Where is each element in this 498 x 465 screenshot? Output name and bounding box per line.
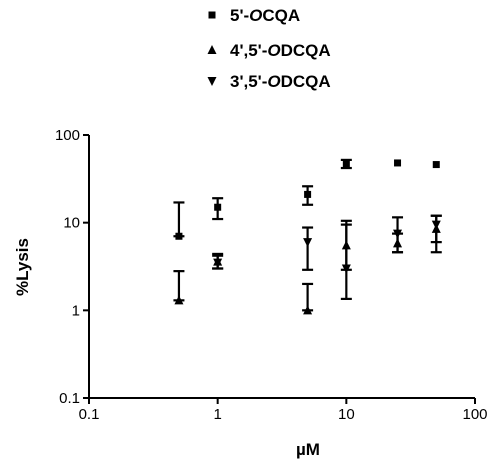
y-ticks: 0.1 1 10 100 — [55, 127, 89, 407]
y-tick-label: 1 — [72, 302, 80, 319]
legend-label-0: 5'-OCQA — [230, 6, 300, 25]
legend: 5'-OCQA 4',5'-ODCQA 3',5'-ODCQA — [207, 6, 331, 91]
data-point-triangle-down — [393, 229, 403, 239]
data-point-triangle-down — [341, 264, 351, 274]
legend-label-1: 4',5'-ODCQA — [230, 41, 331, 60]
y-axis-title: %Lysis — [13, 238, 32, 296]
legend-item-0: 5'-OCQA — [208, 6, 300, 25]
data-point-square — [175, 232, 183, 240]
data-point-triangle-up — [303, 305, 313, 315]
data-point-triangle-down — [213, 258, 223, 268]
series-triangle-down — [212, 214, 442, 301]
data-point-triangle-down — [303, 238, 313, 248]
legend-marker-triangle-up — [207, 45, 217, 54]
legend-symbol-square — [208, 11, 216, 19]
legend-item-1: 4',5'-ODCQA — [207, 41, 331, 60]
legend-marker-square — [208, 11, 216, 19]
x-tick-label: 1 — [213, 406, 221, 423]
legend-marker-triangle-down — [207, 77, 217, 86]
data-point-triangle-down — [431, 220, 441, 230]
y-tick-label: 100 — [55, 127, 80, 144]
legend-symbol-triangle-up — [207, 45, 217, 54]
data-point-square — [342, 160, 350, 168]
x-ticks: 0.1 1 10 100 — [79, 398, 488, 423]
x-tick-label: 0.1 — [79, 406, 100, 423]
legend-symbol-triangle-down — [207, 77, 217, 86]
data-point-square — [304, 190, 312, 198]
data-point-triangle-up — [174, 295, 184, 305]
x-tick-label: 10 — [338, 406, 355, 423]
axes — [88, 135, 475, 399]
data-point-square — [432, 161, 440, 169]
data-marks — [173, 158, 442, 315]
data-point-square — [394, 159, 402, 167]
legend-item-2: 3',5'-ODCQA — [207, 72, 331, 91]
series-square — [173, 158, 440, 240]
x-axis-title: µM — [296, 440, 320, 459]
data-point-square — [214, 203, 222, 211]
legend-label-2: 3',5'-ODCQA — [230, 72, 331, 91]
y-tick-label: 0.1 — [59, 390, 80, 407]
x-tick-label: 100 — [462, 406, 487, 423]
y-tick-label: 10 — [63, 215, 80, 232]
